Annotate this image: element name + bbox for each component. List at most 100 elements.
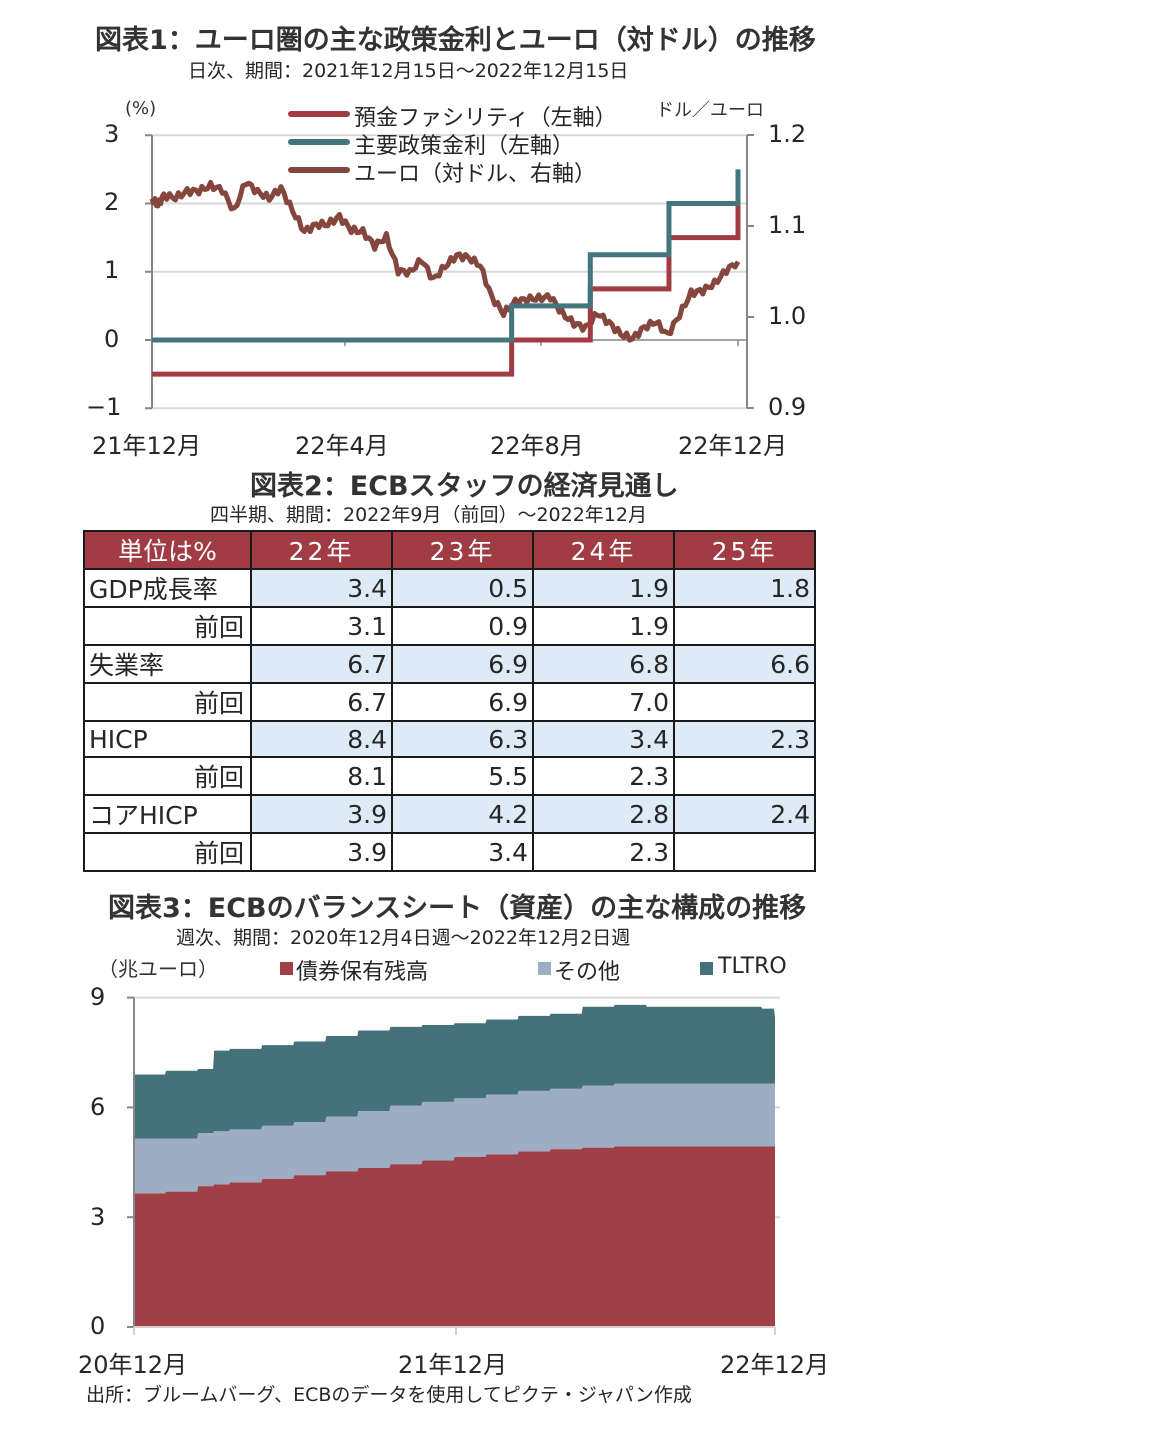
table-cell: 2.4: [673, 794, 816, 834]
table-row: 前回 8.1 5.5 2.3: [83, 756, 816, 796]
euro-usd-line: [149, 179, 741, 343]
chart3-plot: [127, 996, 780, 1335]
table-cell: 4.2: [391, 794, 534, 834]
table-row: 前回 3.9 3.4 2.3: [83, 832, 816, 872]
legend-label-tltro: TLTRO: [718, 954, 787, 979]
legend-swatch-main-refi: [288, 139, 350, 145]
table-cell: [673, 606, 816, 646]
table-cell: 7.0: [532, 682, 675, 722]
legend-swatch-tltro: [700, 962, 713, 975]
row-label: コアHICP: [83, 794, 252, 834]
chart3-stacked-areas: [134, 1004, 775, 1327]
table-cell: 8.1: [250, 756, 393, 796]
table-row: 失業率 6.7 6.9 6.8 6.6: [83, 644, 816, 684]
other-assets-area: [134, 1083, 775, 1194]
chart1-right-unit: ドル／ユーロ: [656, 100, 764, 121]
chart2-title: 図表2：ECBスタッフの経済見通し: [250, 471, 679, 502]
chart1-subtitle: 日次、期間：2021年12月15日～2022年12月15日: [188, 60, 629, 82]
legend-label-euro: ユーロ（対ドル、右軸）: [354, 162, 597, 187]
legend-swatch-bonds: [280, 962, 293, 975]
chart1-title: 図表1：ユーロ圏の主な政策金利とユーロ（対ドル）の推移: [95, 25, 816, 56]
table-cell: 1.9: [532, 606, 675, 646]
legend-label-bonds: 債券保有残高: [296, 960, 429, 985]
chart1-ytick-left: 0: [104, 325, 120, 353]
chart1-series: [149, 169, 741, 377]
table-cell: 3.4: [250, 568, 393, 608]
table-header-year: 25年: [673, 530, 816, 570]
bond-holdings-area: [134, 1146, 775, 1327]
chart3-ytick: 9: [90, 983, 106, 1011]
tltro-area: [134, 1004, 775, 1139]
chart1-ytick-left: 1: [104, 256, 120, 284]
table-cell: [673, 682, 816, 722]
table-cell: 0.9: [391, 606, 534, 646]
table-row: 前回 6.7 6.9 7.0: [83, 682, 816, 722]
table-cell: 3.4: [391, 832, 534, 872]
table-cell: 1.8: [673, 568, 816, 608]
table-cell: 1.9: [532, 568, 675, 608]
chart1-ytick-right: 1.0: [768, 302, 807, 330]
table-header-year: 23年: [391, 530, 534, 570]
legend-label-main-refi: 主要政策金利（左軸）: [354, 134, 575, 159]
table-cell: 6.6: [673, 644, 816, 684]
row-label: HICP: [83, 720, 252, 758]
table-cell: 6.8: [532, 644, 675, 684]
table-cell: 3.9: [250, 794, 393, 834]
chart1-ytick-right: 1.2: [768, 120, 807, 148]
deposit-facility-line: [152, 203, 741, 377]
table-cell: 6.7: [250, 644, 393, 684]
main-refi-rate-line: [152, 169, 741, 343]
chart1-ytick-left: 2: [104, 188, 120, 216]
table-cell: 2.3: [532, 832, 675, 872]
chart3-subtitle: 週次、期間：2020年12月4日週～2022年12月2日週: [176, 927, 631, 949]
table-cell: 3.9: [250, 832, 393, 872]
row-label: 前回: [83, 682, 252, 722]
table-cell: 3.1: [250, 606, 393, 646]
row-label: 前回: [83, 756, 252, 796]
row-label: 失業率: [83, 644, 252, 684]
economic-outlook-table: 単位は% 22年 23年 24年 25年 GDP成長率 3.4 0.5 1.9 1.8 前…: [83, 530, 816, 872]
table-header-year: 24年: [532, 530, 675, 570]
chart1-ytick-right: 1.1: [768, 211, 807, 239]
table-row: GDP成長率 3.4 0.5 1.9 1.8: [83, 568, 816, 608]
chart3-xtick: 22年12月: [720, 1351, 830, 1379]
chart3-xtick: 20年12月: [78, 1351, 188, 1379]
row-label: 前回: [83, 606, 252, 646]
table-header-year: 22年: [250, 530, 393, 570]
legend-swatch-deposit: [288, 111, 350, 117]
table-header-unit: 単位は%: [83, 530, 252, 570]
row-label: 前回: [83, 832, 252, 872]
chart1-ytick-left: −1: [86, 393, 122, 421]
table-cell: 0.5: [391, 568, 534, 608]
chart1-xtick: 22年8月: [490, 432, 584, 460]
table-cell: 8.4: [250, 720, 393, 758]
chart1-plot: [145, 111, 754, 410]
chart1-legend: [288, 111, 350, 173]
table-row: コアHICP 3.9 4.2 2.8 2.4: [83, 794, 816, 834]
table-cell: [673, 832, 816, 872]
chart3-y-unit: （兆ユーロ）: [98, 957, 218, 981]
table-cell: 2.3: [673, 720, 816, 758]
table-cell: 5.5: [391, 756, 534, 796]
chart1-left-unit: (%): [125, 98, 157, 119]
chart3-axes: [127, 996, 776, 1335]
chart3-xtick: 21年12月: [398, 1351, 508, 1379]
chart1-xtick: 22年4月: [295, 432, 389, 460]
chart1-gridlines: [152, 134, 747, 410]
table-cell: 6.9: [391, 644, 534, 684]
table-cell: 6.7: [250, 682, 393, 722]
table-cell: 2.3: [532, 756, 675, 796]
table-header-row: 単位は% 22年 23年 24年 25年: [83, 530, 816, 570]
chart3-ytick: 3: [90, 1203, 106, 1231]
table-cell: 3.4: [532, 720, 675, 758]
table-cell: [673, 756, 816, 796]
table-cell: 2.8: [532, 794, 675, 834]
table-cell: 6.3: [391, 720, 534, 758]
legend-label-deposit: 預金ファシリティ（左軸）: [354, 106, 617, 131]
chart3-ytick: 6: [90, 1093, 106, 1121]
chart1-ytick-right: 0.9: [768, 393, 807, 421]
chart1-xtick: 22年12月: [678, 432, 788, 460]
chart3-title: 図表3：ECBのバランスシート（資産）の主な構成の推移: [108, 893, 807, 924]
source-note: 出所：ブルームバーグ、ECBのデータを使用してピクテ・ジャパン作成: [86, 1384, 692, 1406]
row-label: GDP成長率: [83, 568, 252, 608]
